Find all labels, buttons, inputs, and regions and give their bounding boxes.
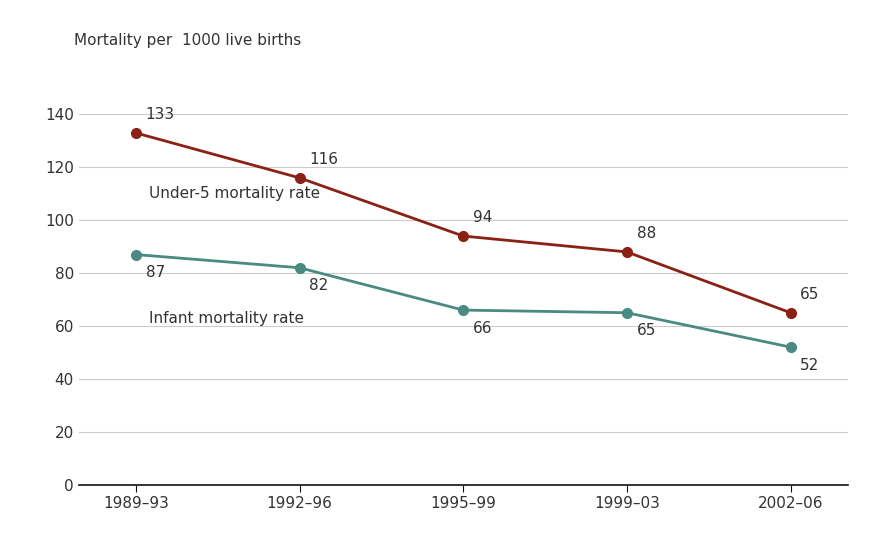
Text: 87: 87: [146, 265, 165, 280]
Text: 88: 88: [636, 226, 656, 241]
Text: 116: 116: [309, 152, 338, 167]
Text: Infant mortality rate: Infant mortality rate: [149, 310, 304, 325]
Text: 66: 66: [473, 321, 493, 336]
Text: 94: 94: [473, 211, 492, 226]
Text: Mortality per  1000 live births: Mortality per 1000 live births: [74, 33, 302, 48]
Text: 65: 65: [636, 323, 656, 338]
Text: 133: 133: [146, 108, 175, 123]
Text: Under-5 mortality rate: Under-5 mortality rate: [149, 186, 320, 201]
Text: 52: 52: [801, 358, 820, 373]
Text: 65: 65: [801, 287, 820, 302]
Text: 82: 82: [309, 278, 329, 294]
